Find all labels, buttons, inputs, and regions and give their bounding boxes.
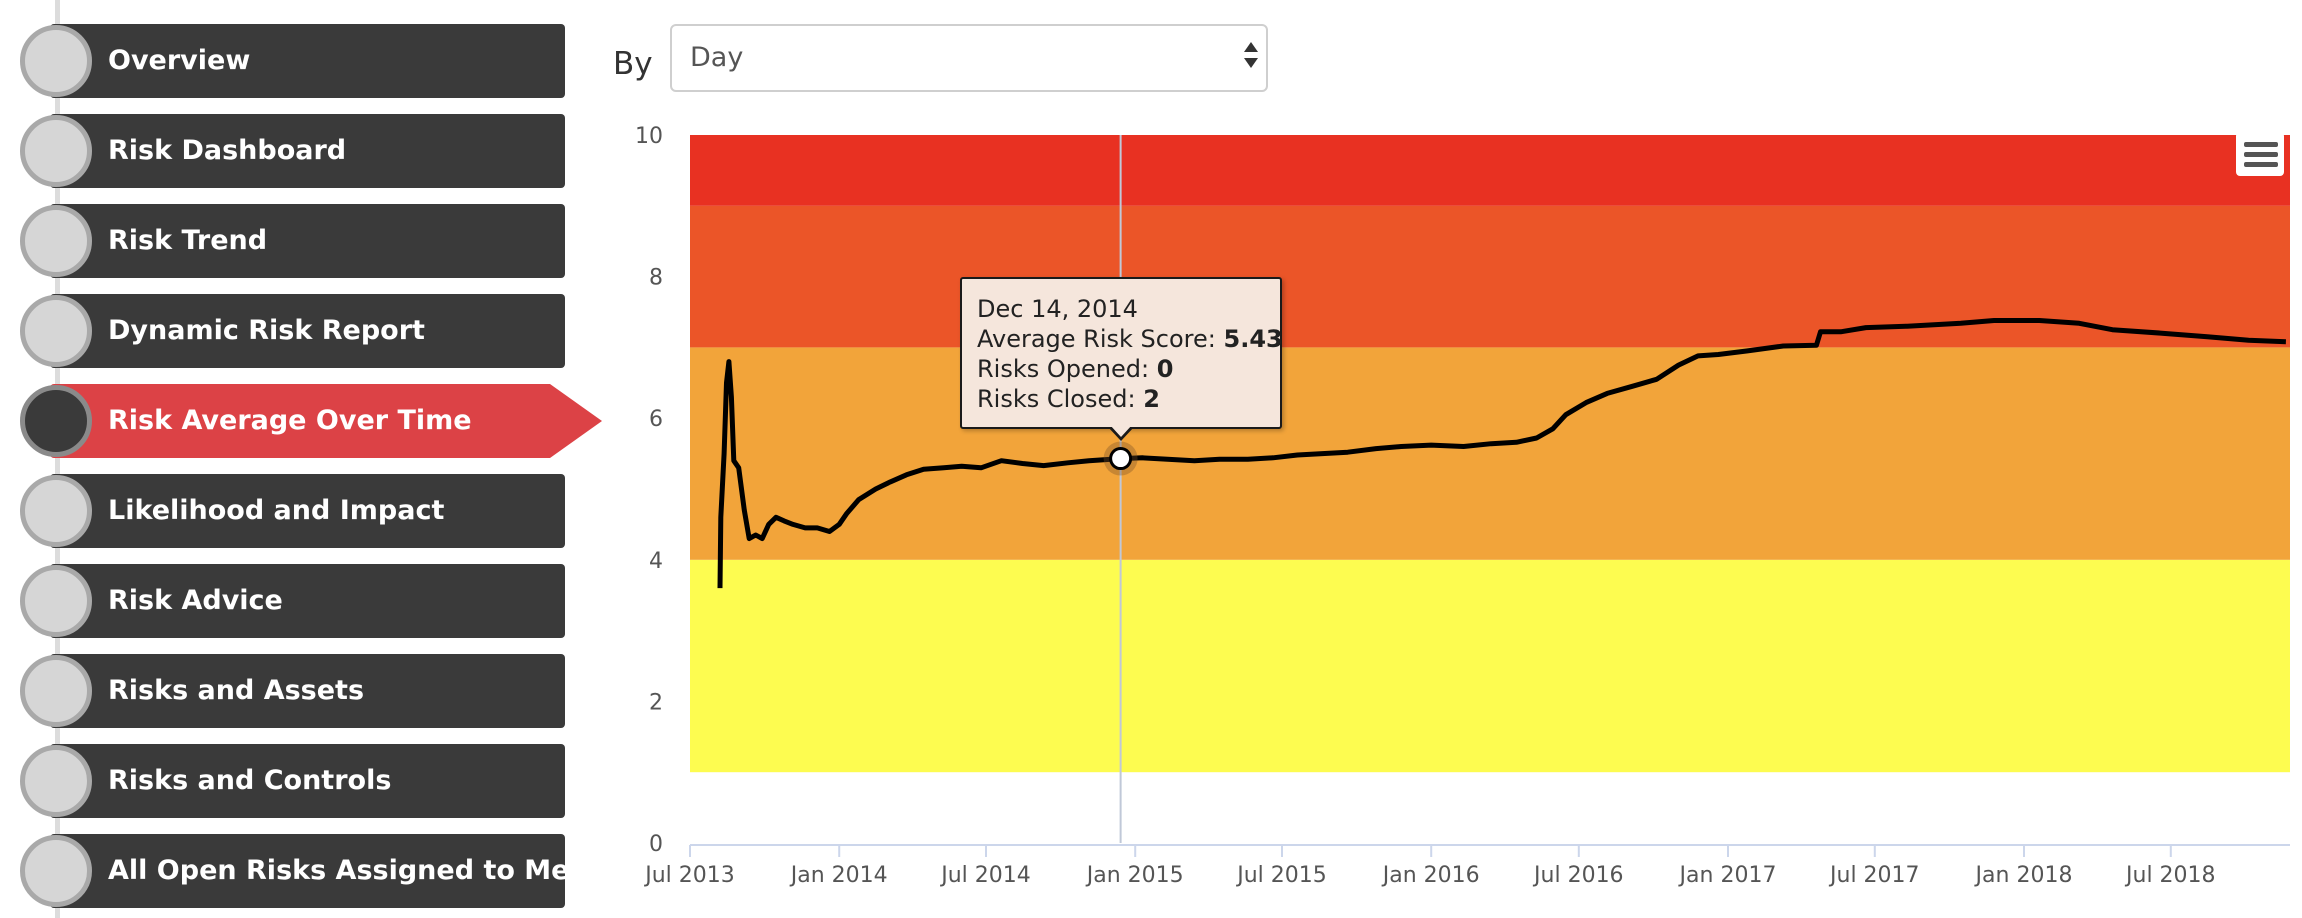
- sidebar-item-bar: [50, 564, 565, 638]
- sidebar-item-bar: [50, 474, 565, 548]
- tooltip-opened: Risks Opened: 0: [977, 355, 1174, 383]
- sidebar-item-label: Risk Dashboard: [108, 135, 347, 166]
- tooltip-closed: Risks Closed: 2: [977, 385, 1160, 413]
- sidebar-item-label: Risks and Controls: [108, 765, 392, 796]
- sidebar-item-circle-icon: [20, 655, 92, 727]
- sidebar-item-risk-advice[interactable]: Risk Advice: [0, 564, 600, 638]
- y-tick-label: 10: [635, 124, 663, 149]
- chart-tooltip: Dec 14, 2014 Average Risk Score: 5.43 Ri…: [960, 277, 1283, 429]
- sidebar-item-risk-trend[interactable]: Risk Trend: [0, 204, 600, 278]
- sidebar-item-bar: [50, 654, 565, 728]
- select-arrows-icon: [1244, 42, 1258, 74]
- x-tick-label: Jan 2014: [789, 863, 888, 888]
- sidebar-item-circle-icon: [20, 745, 92, 817]
- x-tick-label: Jul 2013: [643, 863, 735, 888]
- sidebar-item-circle-icon: [20, 565, 92, 637]
- x-tick-label: Jan 2017: [1678, 863, 1777, 888]
- risk-band-2: [690, 205, 2290, 348]
- sidebar-item-label: Risk Trend: [108, 225, 268, 256]
- y-tick-label: 6: [649, 407, 663, 432]
- y-tick-label: 2: [649, 690, 663, 715]
- sidebar-item-risk-dashboard[interactable]: Risk Dashboard: [0, 114, 600, 188]
- sidebar-item-all-open-risks-assigned-to-me[interactable]: All Open Risks Assigned to Me: [0, 834, 600, 908]
- sidebar-item-circle-icon: [20, 475, 92, 547]
- sidebar-item-label: Risks and Assets: [108, 675, 365, 706]
- sidebar-item-circle-icon: [20, 835, 92, 907]
- x-tick-label: Jul 2014: [939, 863, 1031, 888]
- x-tick-label: Jul 2015: [1235, 863, 1327, 888]
- sidebar-item-bar: [50, 204, 565, 278]
- series-line-0: [717, 318, 2286, 589]
- x-tick-label: Jul 2017: [1828, 863, 1920, 888]
- x-tick-label: Jul 2016: [1532, 863, 1624, 888]
- sidebar-item-bar: [50, 744, 565, 818]
- sidebar-item-label: Overview: [108, 45, 251, 76]
- sidebar-item-likelihood-and-impact[interactable]: Likelihood and Impact: [0, 474, 600, 548]
- sidebar-item-risks-and-assets[interactable]: Risks and Assets: [0, 654, 600, 728]
- x-tick-label: Jan 2016: [1381, 863, 1480, 888]
- by-period-value: Day: [690, 42, 744, 73]
- x-tick-label: Jan 2015: [1085, 863, 1184, 888]
- by-label: By: [613, 46, 653, 82]
- sidebar-item-circle-icon: [20, 295, 92, 367]
- sidebar-item-label: Dynamic Risk Report: [108, 315, 425, 346]
- sidebar-item-bar: [50, 114, 565, 188]
- sidebar-item-bar: [50, 294, 565, 368]
- sidebar-item-circle-icon: [20, 25, 92, 97]
- risk-band-3: [690, 135, 2290, 206]
- y-tick-label: 0: [649, 832, 663, 857]
- tooltip-pointer-inner: [1110, 425, 1132, 437]
- sidebar-item-label: All Open Risks Assigned to Me: [108, 855, 570, 886]
- sidebar-item-label: Risk Advice: [108, 585, 283, 616]
- x-tick-label: Jul 2018: [2124, 863, 2216, 888]
- tooltip-date: Dec 14, 2014: [977, 295, 1138, 323]
- sidebar-item-bar: [50, 384, 550, 458]
- sidebar-item-dynamic-risk-report[interactable]: Dynamic Risk Report: [0, 294, 600, 368]
- by-period-select[interactable]: Day: [670, 24, 1268, 92]
- sidebar-item-circle-icon: [20, 115, 92, 187]
- sidebar-connector-line: [55, 0, 60, 918]
- active-arrow: [550, 384, 602, 458]
- sidebar-item-circle-icon: [20, 385, 92, 457]
- sidebar-item-risks-and-controls[interactable]: Risks and Controls: [0, 744, 600, 818]
- chart-menu-button[interactable]: [2236, 132, 2284, 176]
- tooltip-average: Average Risk Score: 5.43: [977, 325, 1283, 353]
- sidebar-item-overview[interactable]: Overview: [0, 24, 600, 98]
- highlight-point: [1109, 447, 1133, 471]
- sidebar-item-circle-icon: [20, 205, 92, 277]
- sidebar-item-label: Risk Average Over Time: [108, 405, 472, 436]
- y-tick-label: 4: [649, 549, 663, 574]
- y-tick-label: 8: [649, 266, 663, 291]
- risk-band-1: [690, 347, 2290, 560]
- sidebar-item-bar: [50, 24, 565, 98]
- x-tick-label: Jan 2018: [1974, 863, 2073, 888]
- sidebar-item-risk-average-over-time[interactable]: Risk Average Over Time: [0, 384, 602, 458]
- sidebar-item-label: Likelihood and Impact: [108, 495, 445, 526]
- risk-band-0: [690, 559, 2290, 773]
- sidebar-item-bar: [50, 834, 565, 908]
